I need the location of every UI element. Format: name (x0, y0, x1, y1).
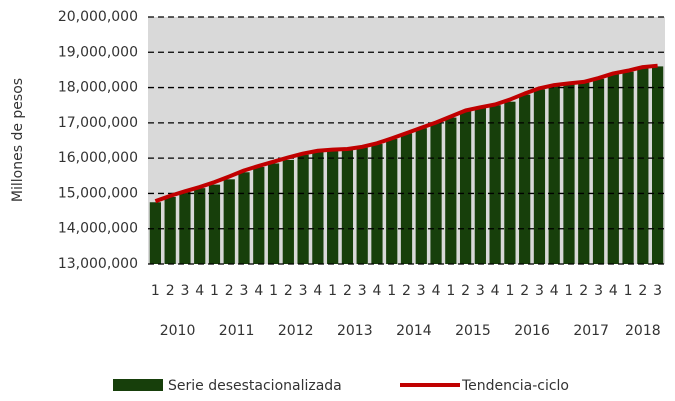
x-tick-label: 3 (476, 283, 485, 299)
x-group-label: 2011 (219, 323, 255, 339)
x-group-label: 2017 (573, 323, 609, 339)
x-tick-label: 3 (180, 283, 189, 299)
bar (578, 82, 590, 265)
y-tick-label: 19,000,000 (58, 44, 138, 60)
bar (459, 110, 472, 264)
bar (563, 84, 575, 265)
x-group-label: 2018 (625, 323, 661, 339)
bar (267, 163, 280, 264)
bar (622, 71, 634, 264)
bar (297, 154, 309, 264)
bar (253, 166, 265, 264)
bar (445, 117, 457, 264)
x-tick-label: 2 (166, 283, 175, 299)
x-tick-label: 2 (520, 283, 529, 299)
x-group-label: 2013 (337, 323, 373, 339)
y-tick-label: 17,000,000 (58, 115, 138, 131)
x-tick-label: 4 (609, 283, 618, 299)
legend-swatch (113, 379, 163, 391)
x-tick-label: 1 (565, 283, 574, 299)
x-tick-label: 1 (328, 283, 337, 299)
bar (415, 128, 427, 264)
x-tick-label: 4 (550, 283, 559, 299)
x-tick-label: 3 (358, 283, 367, 299)
x-tick-label: 1 (210, 283, 219, 299)
x-tick-label: 1 (269, 283, 278, 299)
y-tick-label: 16,000,000 (58, 150, 138, 166)
x-group-label: 2010 (160, 323, 196, 339)
x-tick-label: 1 (505, 283, 514, 299)
legend-label: Tendencia-ciclo (461, 378, 569, 394)
x-tick-label: 3 (535, 283, 544, 299)
bar (282, 159, 294, 264)
bar (652, 66, 664, 265)
bar (164, 196, 176, 264)
x-tick-label: 2 (343, 283, 352, 299)
x-tick-label: 4 (195, 283, 204, 299)
bar (194, 188, 206, 264)
bar (179, 191, 191, 264)
bar (312, 151, 324, 264)
legend-label: Serie desestacionalizada (168, 378, 342, 394)
bar (223, 179, 235, 264)
x-tick-label: 4 (432, 283, 441, 299)
x-tick-label: 2 (225, 283, 234, 299)
x-tick-label: 2 (461, 283, 470, 299)
x-tick-label: 4 (254, 283, 263, 299)
bar (208, 184, 221, 264)
bar (327, 151, 339, 264)
bar (371, 144, 383, 264)
bar (533, 89, 546, 264)
bar (386, 138, 398, 264)
x-tick-label: 3 (594, 283, 603, 299)
bar (430, 122, 442, 264)
y-tick-label: 13,000,000 (58, 256, 138, 272)
x-tick-label: 2 (402, 283, 411, 299)
y-tick-label: 14,000,000 (58, 221, 138, 237)
x-tick-label: 1 (387, 283, 396, 299)
bar (504, 101, 516, 264)
x-tick-label: 1 (151, 283, 160, 299)
bar (356, 147, 368, 264)
x-group-label: 2014 (396, 323, 432, 339)
bar (637, 68, 649, 265)
x-tick-label: 3 (653, 283, 662, 299)
bar (607, 73, 619, 264)
x-tick-label: 4 (372, 283, 381, 299)
bar (341, 149, 354, 264)
x-group-label: 2012 (278, 323, 314, 339)
x-group-label: 2015 (455, 323, 491, 339)
x-tick-label: 3 (299, 283, 308, 299)
x-tick-label: 3 (417, 283, 426, 299)
x-tick-label: 4 (313, 283, 322, 299)
bar (548, 85, 560, 264)
x-tick-label: 1 (446, 283, 455, 299)
bar (238, 172, 250, 264)
x-tick-label: 2 (284, 283, 293, 299)
bar (592, 78, 605, 264)
bar (400, 133, 413, 264)
trend-line (154, 63, 658, 204)
bar (149, 202, 161, 264)
x-tick-label: 3 (240, 283, 249, 299)
x-group-label: 2016 (514, 323, 550, 339)
x-tick-label: 4 (491, 283, 500, 299)
bar (519, 94, 531, 264)
x-tick-label: 2 (579, 283, 588, 299)
y-axis-label: Millones de pesos (10, 78, 26, 202)
y-tick-label: 20,000,000 (58, 9, 138, 25)
y-tick-label: 18,000,000 (58, 80, 138, 96)
x-tick-label: 1 (624, 283, 633, 299)
y-tick-label: 15,000,000 (58, 185, 138, 201)
bar (489, 105, 501, 264)
bar (474, 106, 486, 264)
x-tick-label: 2 (638, 283, 647, 299)
